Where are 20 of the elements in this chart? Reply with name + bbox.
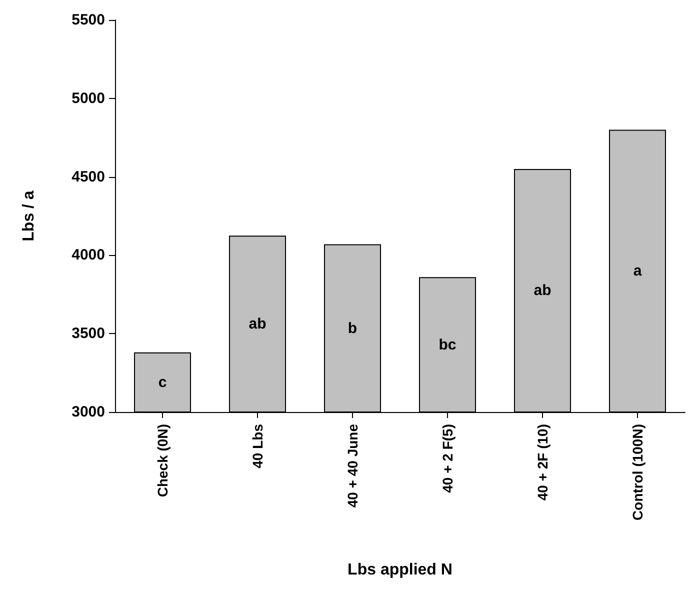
annotation: ab (534, 282, 552, 300)
x-tick-label: 40 + 2F (10) (534, 424, 550, 501)
y-tick-label: 5500 (72, 12, 105, 28)
x-tick-label: Check (0N) (154, 424, 170, 498)
x-tick-label: 40 Lbs (250, 424, 266, 468)
y-tick-label: 4500 (72, 168, 105, 186)
annotation: a (633, 262, 642, 280)
y-tick-label: 4000 (72, 246, 105, 264)
x-tick-label: 40 + 40 June (344, 424, 360, 508)
x-tick-label: Control (100N) (630, 424, 646, 520)
y-axis-title: Lbs / a (20, 190, 38, 242)
y-tick-label: 5000 (72, 90, 105, 107)
annotation: ab (248, 316, 266, 333)
annotation: c (158, 374, 167, 391)
y-tick-label: 3000 (72, 404, 105, 420)
x-axis-title: Lbs applied N (348, 562, 452, 578)
x-tick-label: 40 + 2 F(5) (440, 424, 456, 493)
annotation: b (348, 320, 358, 337)
y-tick-label: 3500 (72, 325, 105, 342)
annotation: bc (438, 336, 456, 354)
